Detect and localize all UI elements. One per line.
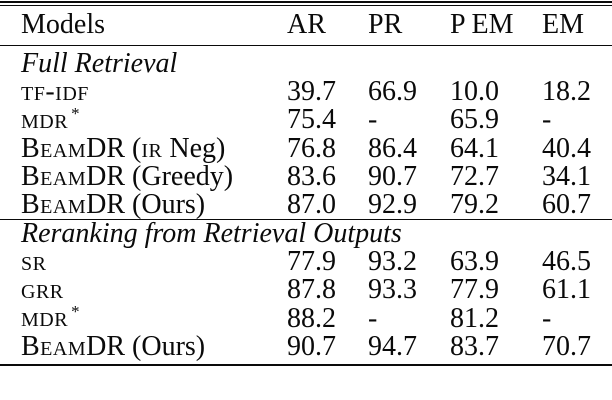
metric-value: 92.9 xyxy=(368,189,417,221)
section-reranking: Reranking from Retrieval Outputs sr 77.9 93… xyxy=(0,217,612,362)
section-header-label: Reranking from Retrieval Outputs xyxy=(21,217,402,249)
model-name-part: Neg) xyxy=(162,132,226,164)
section-full-retrieval: Full Retrieval tf-idf 39.7 66.9 10.0 18.2 mdr *… xyxy=(0,47,612,220)
metric-value: 81.2 xyxy=(450,302,499,334)
metric-value: 65.9 xyxy=(450,104,499,136)
metric-value: 70.7 xyxy=(542,330,591,362)
section-header-row: Full Retrieval xyxy=(0,47,612,79)
metric-value: 34.1 xyxy=(542,160,591,192)
metric-value: 90.7 xyxy=(287,330,336,362)
table-row: BeamDR (Ours) 87.0 92.9 79.2 60.7 xyxy=(0,191,612,219)
metric-value: 39.7 xyxy=(287,75,336,107)
model-name-part: DR (Ours) xyxy=(86,330,206,362)
model-name-part: mdr xyxy=(21,302,69,334)
metric-value: 18.2 xyxy=(542,75,591,107)
metric-value: 77.9 xyxy=(287,245,336,277)
model-name-part: Beam xyxy=(21,160,87,192)
metric-value: 63.9 xyxy=(450,245,499,277)
metric-value: 87.8 xyxy=(287,274,336,306)
metric-value: 86.4 xyxy=(368,132,417,164)
table-row: tf-idf 39.7 66.9 10.0 18.2 xyxy=(0,75,612,107)
model-name-part: mdr xyxy=(21,104,69,136)
metric-value: 75.4 xyxy=(287,104,336,136)
column-header-models: Models xyxy=(21,9,105,40)
column-header-ar: AR xyxy=(287,9,326,40)
model-name: BeamDR (Greedy) xyxy=(0,160,287,192)
model-name-part: DR ( xyxy=(86,132,142,164)
section-divider-rule xyxy=(0,218,612,220)
model-name: BeamDR (Ours) xyxy=(0,330,287,362)
table-row: BeamDR (Greedy) 83.6 90.7 72.7 34.1 xyxy=(0,160,612,192)
model-name-part: tf-idf xyxy=(21,75,89,107)
metric-value: - xyxy=(542,104,552,136)
table-header-row: Models AR PR P EM EM xyxy=(0,7,612,43)
model-name-part: ir xyxy=(141,132,163,164)
metric-value: 94.7 xyxy=(368,330,417,362)
metric-value: 77.9 xyxy=(450,274,499,306)
metric-value: 10.0 xyxy=(450,75,499,107)
model-name-part: Beam xyxy=(21,132,87,164)
table-bottom-rule xyxy=(0,363,612,367)
table-row: BeamDR (ir Neg) 76.8 86.4 64.1 40.4 xyxy=(0,134,612,162)
column-header-pem: P EM xyxy=(450,9,514,40)
metric-value: 90.7 xyxy=(368,160,417,192)
metric-value: 93.2 xyxy=(368,245,417,277)
column-header-pr: PR xyxy=(368,9,403,40)
metric-value: 40.4 xyxy=(542,132,591,164)
section-header-row: Reranking from Retrieval Outputs xyxy=(0,217,612,249)
model-name-part: Beam xyxy=(21,330,87,362)
model-name: grr xyxy=(0,276,287,304)
model-name-part: DR (Greedy) xyxy=(86,160,234,192)
metric-value: 60.7 xyxy=(542,189,591,221)
table-row: BeamDR (Ours) 90.7 94.7 83.7 70.7 xyxy=(0,330,612,362)
model-name: mdr * xyxy=(0,302,287,334)
metric-value: 83.6 xyxy=(287,160,336,192)
metric-value: 83.7 xyxy=(450,330,499,362)
table-row: mdr * 88.2-81.2- xyxy=(0,302,612,334)
metric-value: 72.7 xyxy=(450,160,499,192)
table-row: mdr * 75.4-65.9- xyxy=(0,104,612,136)
metric-value: 64.1 xyxy=(450,132,499,164)
model-name: tf-idf xyxy=(0,75,287,107)
model-name-part: sr xyxy=(21,245,47,277)
metric-value: 61.1 xyxy=(542,274,591,306)
metric-value: 66.9 xyxy=(368,75,417,107)
model-name: BeamDR (Ours) xyxy=(0,191,287,219)
metric-value: - xyxy=(542,302,552,334)
model-name: sr xyxy=(0,245,287,277)
model-name-part: * xyxy=(71,104,80,124)
model-name: BeamDR (ir Neg) xyxy=(0,132,287,164)
model-name-part: grr xyxy=(21,274,64,306)
table-top-rule-thick xyxy=(0,1,612,4)
model-name-part: DR (Ours) xyxy=(86,189,206,221)
metric-value: - xyxy=(368,302,378,334)
metric-value: 76.8 xyxy=(287,132,336,164)
metric-value: 93.3 xyxy=(368,274,417,306)
metric-value: 88.2 xyxy=(287,302,336,334)
model-name-part: * xyxy=(71,302,80,322)
model-name: mdr * xyxy=(0,104,287,136)
metric-value: 79.2 xyxy=(450,189,499,221)
section-header-label: Full Retrieval xyxy=(21,47,178,79)
header-divider-rule xyxy=(0,44,612,47)
table-top-rule-thin xyxy=(0,5,612,7)
metric-value: 46.5 xyxy=(542,245,591,277)
model-name-part: Beam xyxy=(21,189,87,221)
table-row: sr 77.9 93.2 63.9 46.5 xyxy=(0,245,612,277)
column-header-em: EM xyxy=(542,9,584,40)
metric-value: 87.0 xyxy=(287,189,336,221)
table-row: grr 87.8 93.3 77.9 61.1 xyxy=(0,276,612,304)
metric-value: - xyxy=(368,104,378,136)
